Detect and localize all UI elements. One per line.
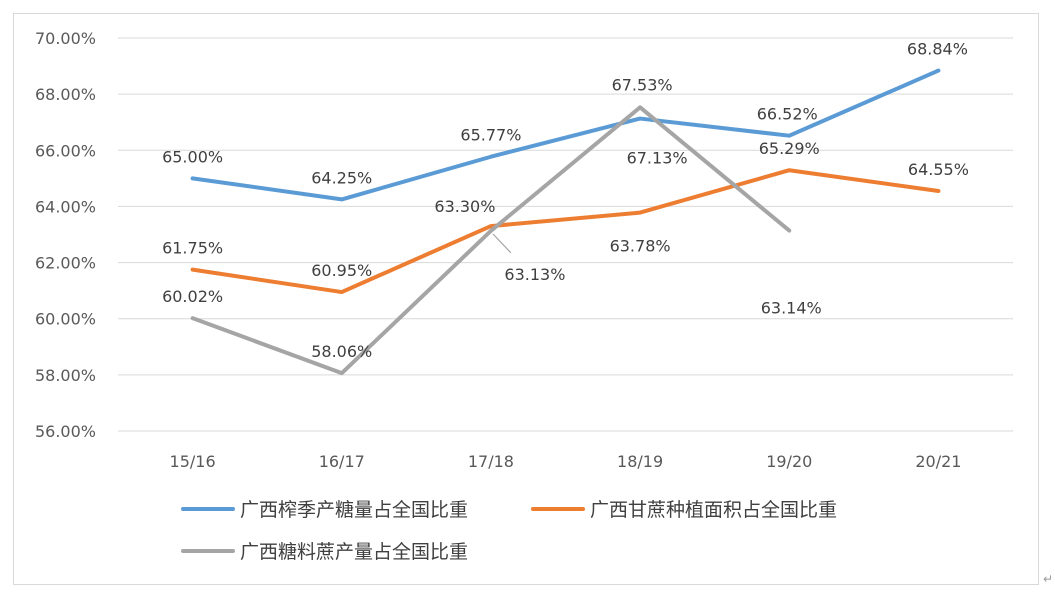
data-label: 65.77%: [460, 126, 521, 145]
y-tick-label: 70.00%: [35, 29, 96, 48]
data-label: 61.75%: [162, 239, 223, 258]
x-tick-label: 19/20: [766, 452, 812, 471]
data-label: 58.06%: [311, 342, 372, 361]
y-tick-label: 60.00%: [35, 310, 96, 329]
data-label: 63.78%: [610, 237, 671, 256]
series-line-3: [190, 105, 792, 376]
legend-label-3: 广西糖料蔗产量占全国比重: [240, 541, 468, 563]
data-label: 67.13%: [627, 149, 688, 168]
data-label: 66.52%: [757, 105, 818, 124]
data-label-leader-line: [492, 233, 512, 254]
y-tick-label: 68.00%: [35, 85, 96, 104]
y-tick-label: 64.00%: [35, 197, 96, 216]
legend-label-2: 广西甘蔗种植面积占全国比重: [590, 499, 837, 521]
data-labels: 65.00% 64.25% 65.77% 67.13% 66.52% 68.84% 61.7…: [162, 40, 969, 362]
series-lines: [190, 68, 941, 376]
x-tick-label: 15/16: [170, 452, 216, 471]
data-label: 63.13%: [504, 265, 565, 284]
y-tick-label: 66.00%: [35, 141, 96, 160]
data-label: 65.00%: [162, 147, 223, 166]
series-line-1: [190, 68, 941, 202]
gridlines: [118, 37, 1013, 432]
data-label: 63.30%: [434, 197, 495, 216]
series-line-2: [190, 168, 941, 295]
data-label: 64.25%: [311, 168, 372, 187]
y-axis-tick-labels: 56.00% 58.00% 60.00% 62.00% 64.00% 66.00% 68.0…: [35, 29, 96, 441]
y-tick-label: 58.00%: [35, 366, 96, 385]
data-label: 60.95%: [311, 261, 372, 280]
data-label: 67.53%: [612, 75, 673, 94]
x-tick-label: 17/18: [468, 452, 514, 471]
data-label: 64.55%: [908, 160, 969, 179]
y-tick-label: 62.00%: [35, 254, 96, 273]
x-tick-label: 16/17: [319, 452, 365, 471]
chart-frame: [13, 13, 1039, 585]
corner-mark: ↵: [1043, 572, 1054, 586]
x-tick-label: 20/21: [915, 452, 961, 471]
legend-label-1: 广西榨季产糖量占全国比重: [240, 499, 468, 521]
x-tick-label: 18/19: [617, 452, 663, 471]
data-label: 63.14%: [761, 299, 822, 318]
x-axis-tick-labels: 15/16 16/17 17/18 18/19 19/20 20/21: [170, 452, 962, 471]
data-label: 68.84%: [907, 40, 968, 59]
y-tick-label: 56.00%: [35, 422, 96, 441]
data-label: 65.29%: [759, 139, 820, 158]
data-label: 60.02%: [162, 287, 223, 306]
